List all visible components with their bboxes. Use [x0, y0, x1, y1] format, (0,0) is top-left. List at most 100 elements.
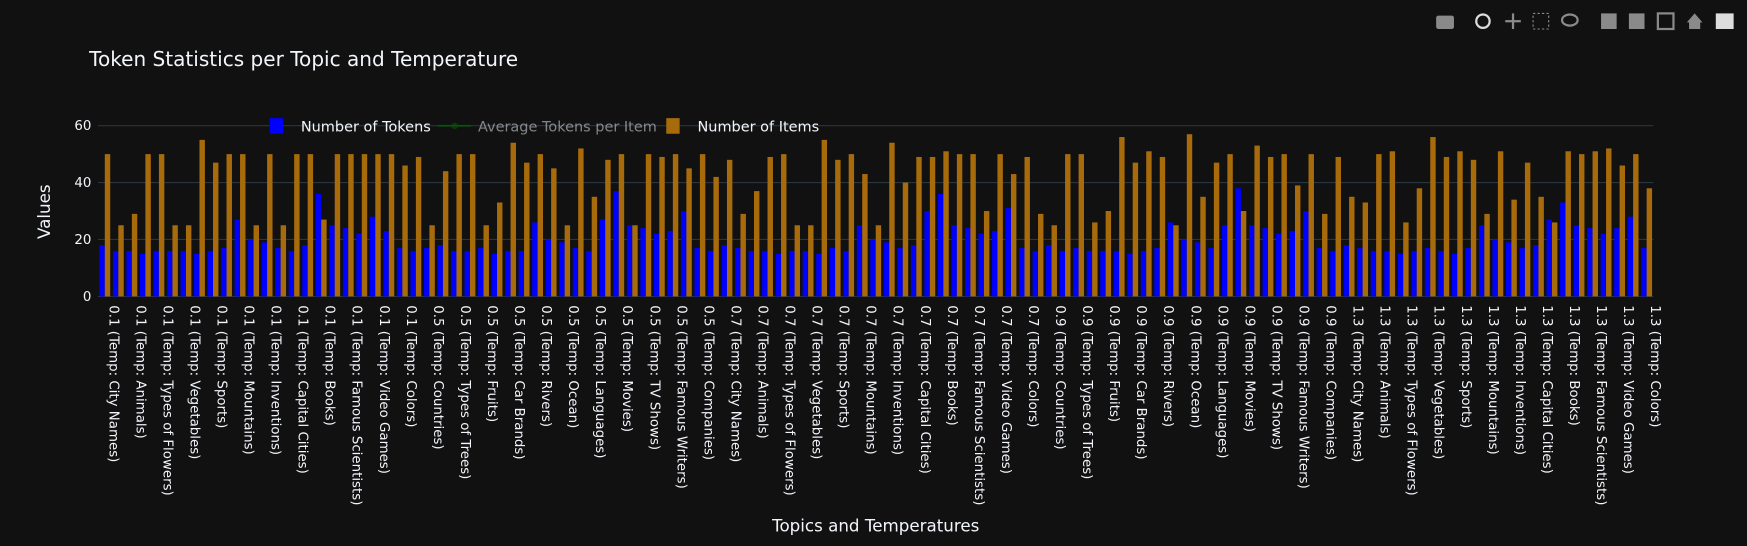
bar: [294, 154, 300, 297]
bar: [104, 154, 111, 297]
bar: [288, 250, 295, 297]
bar: [1438, 250, 1444, 297]
bar: [754, 191, 760, 297]
bar: [929, 156, 936, 297]
x-tick-label: 0.5 (Temp: Countries): [430, 305, 445, 449]
bar: [1113, 250, 1120, 297]
bar: [1600, 233, 1607, 297]
bar: [551, 168, 557, 297]
bar: [626, 225, 633, 297]
bar: [375, 154, 381, 297]
x-tick-label: 0.7 (Temp: Sports): [836, 305, 851, 428]
bar: [640, 228, 646, 297]
zoom-out-icon[interactable]: [1628, 13, 1645, 29]
bar: [1592, 151, 1598, 297]
x-tick-label: 0.7 (Temp: Books): [944, 305, 959, 425]
bar: [1389, 151, 1396, 297]
bar: [261, 242, 268, 297]
select-icon[interactable]: [1532, 12, 1550, 30]
bar: [740, 213, 746, 297]
bar: [645, 154, 652, 297]
bar: [510, 142, 516, 297]
bar: [1565, 151, 1571, 297]
autoscale-icon[interactable]: [1656, 12, 1675, 31]
bar: [821, 139, 828, 297]
bar: [1492, 239, 1498, 297]
bar: [902, 182, 909, 297]
legend-item: Number of Items: [666, 118, 819, 136]
bar: [1538, 196, 1544, 297]
zoom-in-icon[interactable]: [1601, 13, 1617, 29]
bar: [253, 225, 259, 297]
legend-swatch: [269, 118, 283, 134]
x-tick-label: 0.9 (Temp: Languages): [1214, 305, 1229, 458]
reset-icon[interactable]: [1686, 13, 1703, 29]
bar: [213, 162, 219, 297]
bar: [532, 222, 538, 297]
bar: [889, 142, 895, 297]
bar: [943, 151, 949, 297]
bar: [99, 245, 105, 297]
chart-title: Token Statistics per Topic and Temperatu…: [88, 47, 518, 71]
legend-swatch: [666, 118, 680, 134]
bar: [1457, 151, 1463, 297]
bar: [1397, 253, 1404, 297]
bar: [1240, 211, 1247, 297]
bar: [1086, 250, 1093, 297]
bar: [1019, 248, 1025, 297]
x-tick-label: 1.3 (Temp: Books): [1566, 305, 1581, 425]
x-tick-label: 0.5 (Temp: Ocean): [565, 305, 580, 428]
bar: [483, 225, 489, 297]
x-tick-label: 0.1 (Temp: Video Games): [376, 305, 391, 474]
bar: [964, 228, 971, 297]
x-tick-label: 0.5 (Temp: Famous Writers): [673, 305, 688, 489]
bar: [924, 211, 930, 297]
bar: [1511, 199, 1517, 297]
bar: [848, 154, 855, 297]
plotly-logo[interactable]: [1715, 13, 1734, 29]
bar: [388, 154, 395, 297]
bar: [383, 230, 389, 297]
zoom-icon[interactable]: [1475, 13, 1491, 29]
bar: [762, 250, 768, 297]
x-tick-label: 0.5 (Temp: Rivers): [538, 305, 553, 427]
x-tick-label: 0.5 (Temp: TV Shows): [646, 305, 661, 450]
bar: [1059, 250, 1066, 297]
x-tick-label: 1.3 (Temp: Vegetables): [1431, 305, 1446, 459]
bar: [402, 165, 408, 297]
bar: [415, 156, 422, 297]
x-tick-label: 0.1 (Temp: Types of Flowers): [159, 305, 174, 495]
bar: [672, 154, 679, 297]
bar: [1357, 248, 1363, 297]
bar: [767, 156, 773, 297]
legend-item: Number of Tokens: [269, 118, 431, 136]
bar: [369, 216, 376, 297]
bar: [505, 250, 511, 297]
x-tick-label: 0.1 (Temp: City Names): [105, 305, 120, 462]
bar: [1208, 248, 1214, 297]
x-tick-label: 1.3 (Temp: Video Games): [1620, 305, 1635, 474]
bar: [1235, 188, 1241, 297]
bar: [856, 225, 863, 297]
bar: [545, 239, 552, 297]
bar: [145, 154, 151, 297]
lasso-icon[interactable]: [1560, 13, 1579, 27]
bar: [1424, 248, 1431, 297]
x-tick-label: 0.7 (Temp: Capital Cities): [917, 305, 932, 474]
x-tick-label: 0.5 (Temp: Companies): [700, 305, 715, 460]
bar: [307, 154, 314, 297]
modebar[interactable]: [1436, 12, 1734, 31]
x-tick-label: 0.5 (Temp: Languages): [592, 305, 607, 458]
bar: [302, 245, 308, 297]
bar: [491, 253, 498, 297]
camera-icon[interactable]: [1436, 15, 1454, 29]
bar: [348, 154, 354, 297]
bar: [226, 154, 232, 297]
y-axis-title: Values: [34, 184, 54, 239]
bar: [1343, 245, 1350, 297]
bar: [280, 225, 287, 297]
pan-icon-v[interactable]: [1511, 13, 1515, 29]
bar: [1519, 248, 1525, 297]
y-tick-label: 40: [74, 176, 91, 191]
x-tick-label: 0.5 (Temp: Fruits): [484, 305, 499, 422]
